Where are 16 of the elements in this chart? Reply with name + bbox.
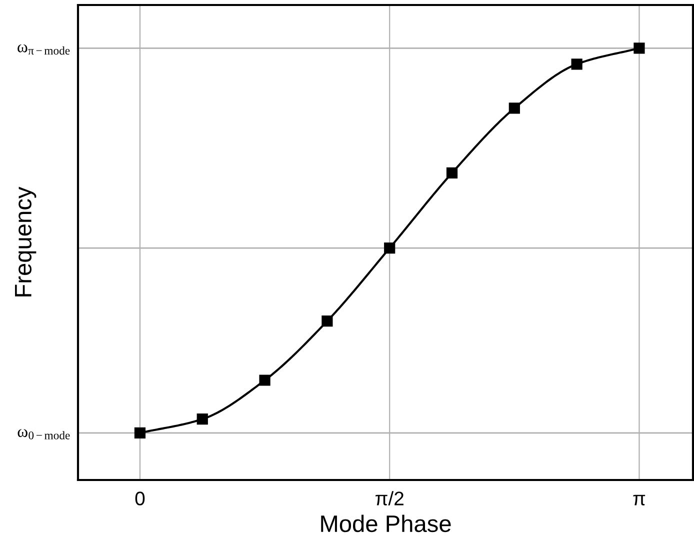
- point: [134, 427, 146, 438]
- point: [634, 42, 645, 54]
- point: [446, 167, 458, 179]
- point: [196, 414, 208, 425]
- point: [384, 242, 396, 254]
- x-axis-title: Mode Phase: [321, 514, 451, 532]
- x-tick-label: 0: [135, 492, 145, 506]
- point: [508, 102, 520, 114]
- y-axis-title: Frequency: [15, 186, 36, 296]
- point: [259, 374, 270, 386]
- point: [322, 316, 333, 327]
- ref-line-label: ω$_{π−mode}$: [18, 44, 70, 55]
- x-tick-label: π/2: [376, 491, 404, 506]
- ref-line-label: ω$_{0−mode}$: [18, 429, 70, 440]
- point: [571, 58, 582, 70]
- x-tick-label: π: [633, 494, 646, 506]
